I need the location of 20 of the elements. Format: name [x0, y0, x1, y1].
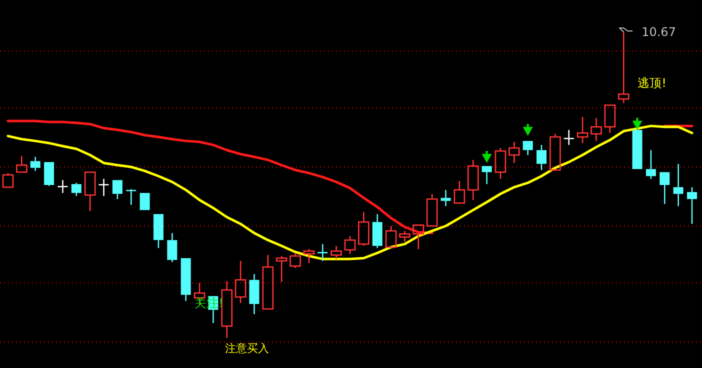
candlestick — [590, 117, 602, 142]
candlestick — [372, 213, 382, 249]
annotation: 10.67 — [642, 25, 676, 39]
candlestick — [618, 31, 630, 104]
candlestick — [467, 159, 479, 201]
candlestick — [440, 189, 451, 207]
candlestick — [673, 163, 684, 207]
candlestick — [399, 230, 410, 243]
candlestick — [290, 252, 301, 269]
candlestick — [318, 243, 328, 262]
annotation: 逃顶! — [638, 76, 666, 90]
candlestick — [249, 273, 260, 315]
candlestick — [358, 211, 370, 247]
candlestick — [98, 178, 109, 197]
text: 注意买入 — [224, 342, 269, 355]
candlestick — [508, 141, 520, 164]
candlestick — [221, 280, 233, 339]
candlestick — [167, 232, 178, 263]
candlestick — [330, 245, 342, 260]
candlestick — [30, 156, 40, 172]
